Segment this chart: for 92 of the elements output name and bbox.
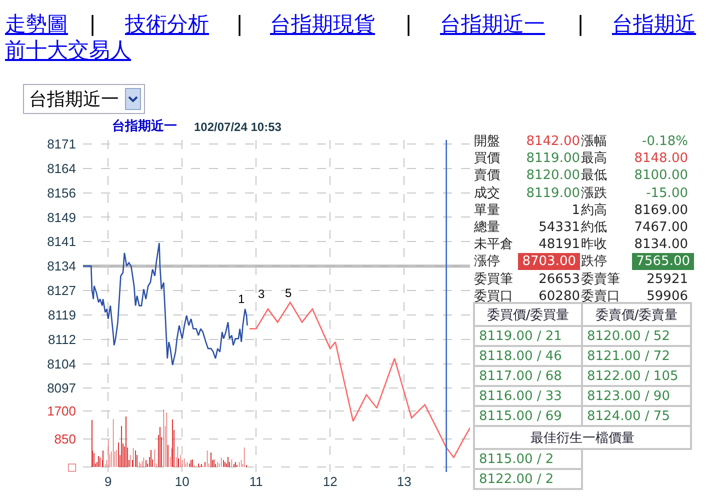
- text: 走勢圖: [5, 12, 68, 36]
- text: 8120.00 / 52: [582, 326, 691, 346]
- text: 技術分析: [125, 12, 209, 36]
- text: 委買口: [474, 288, 513, 305]
- y-tick-label: 8156: [47, 185, 76, 200]
- y-tick-label: 8171: [47, 136, 76, 152]
- text: -0.18%: [642, 133, 688, 150]
- text: 賣價: [474, 167, 500, 184]
- text: 8703.00: [518, 253, 580, 270]
- text: 8169.00: [634, 202, 688, 219]
- text: |: [89, 12, 96, 36]
- x-tick-label: 10: [174, 474, 190, 489]
- text: 8118.00 / 46: [474, 346, 582, 366]
- chart-title: 台指期近一: [112, 118, 177, 134]
- y2-tick-label: 1700: [47, 404, 76, 419]
- text: 8134.00: [634, 236, 688, 254]
- text: |: [405, 12, 412, 36]
- y-tick-label: 8134: [47, 258, 76, 274]
- text: 委買價/委買量: [474, 303, 582, 326]
- text: 約高: [581, 202, 607, 219]
- text: 7467.00: [634, 219, 688, 236]
- y-tick-label: 8164: [47, 160, 76, 176]
- y2-tick-label: 850: [54, 432, 76, 447]
- y-tick-label: 8097: [47, 380, 76, 396]
- text: 8119.00: [526, 150, 580, 168]
- text: 漲停: [474, 253, 500, 270]
- text: 26653: [538, 270, 580, 288]
- text: 48191: [538, 236, 580, 254]
- text: 台指期現貨: [270, 12, 375, 36]
- text: 8116.00 / 33: [474, 386, 582, 406]
- text: 8100.00: [634, 167, 688, 184]
- text: 最佳衍生一檔價量: [474, 426, 691, 449]
- text: 約低: [581, 219, 607, 236]
- text: 54331: [538, 219, 580, 236]
- text: 台指期近: [612, 12, 696, 36]
- text: 買價: [474, 150, 500, 168]
- text: 8148.00: [634, 150, 688, 168]
- text: 總量: [474, 219, 500, 236]
- text: 單量: [474, 202, 500, 219]
- text: 8123.00 / 90: [582, 386, 691, 406]
- text: 委買筆: [474, 270, 513, 288]
- y-tick-label: 8141: [47, 234, 76, 250]
- text: 8119.00 / 21: [474, 326, 582, 346]
- text: 成交: [474, 184, 500, 202]
- x-tick-label: 13: [396, 474, 412, 489]
- text: |: [236, 12, 244, 36]
- text: 委賣價/委賣量: [582, 303, 691, 326]
- text: 8119.00: [526, 184, 580, 202]
- text: 前十大交易人: [5, 38, 131, 62]
- text: 8142.00: [526, 133, 580, 150]
- annotation: 1: [238, 292, 245, 306]
- x-tick-label: 9: [104, 474, 112, 489]
- text: 台指期近一: [440, 12, 545, 36]
- y-tick-label: 8119: [48, 307, 76, 322]
- text: 60280: [538, 288, 580, 305]
- text: 8121.00 / 72: [582, 346, 691, 366]
- text: 委賣筆: [581, 270, 620, 288]
- text: 最高: [581, 150, 607, 168]
- text: 開盤: [474, 133, 500, 150]
- text: 8115.00 / 69: [474, 406, 582, 426]
- text: 8122.00 / 105: [582, 366, 691, 386]
- annotation: 5: [285, 286, 292, 300]
- text: 昨收: [581, 236, 607, 254]
- y-tick-label: 8104: [47, 356, 76, 372]
- text: -15.00: [646, 184, 688, 202]
- line-series: [83, 242, 248, 366]
- text: 1: [572, 202, 580, 219]
- y-tick-label: 8149: [47, 210, 76, 225]
- text: 8120.00: [526, 167, 580, 184]
- text: 8115.00 / 2: [474, 449, 582, 469]
- x-tick-label: 12: [322, 474, 338, 489]
- text: 委賣口: [581, 288, 620, 305]
- text: 59906: [646, 288, 688, 305]
- text: 最低: [581, 167, 607, 184]
- y-tick-label: 8112: [48, 332, 76, 347]
- text: 8122.00 / 2: [474, 469, 582, 489]
- text: 台指期近一: [29, 88, 119, 111]
- x-tick-label: 11: [249, 474, 263, 489]
- text: 未平倉: [474, 236, 513, 254]
- y2-tick-label: □: [68, 460, 76, 475]
- text: 7565.00: [632, 253, 694, 270]
- text: 25921: [646, 270, 688, 288]
- text: 漲跌: [581, 184, 607, 202]
- text: 跌停: [581, 253, 607, 270]
- text: |: [577, 12, 584, 36]
- text: 8124.00 / 75: [582, 406, 691, 426]
- text: 8117.00 / 68: [474, 366, 582, 386]
- text: 漲幅: [581, 133, 607, 150]
- annotation: 3: [258, 287, 265, 301]
- y-tick-label: 8127: [47, 283, 76, 298]
- chart-subtitle: 102/07/24 10:53: [194, 120, 282, 134]
- line-series: [248, 302, 470, 458]
